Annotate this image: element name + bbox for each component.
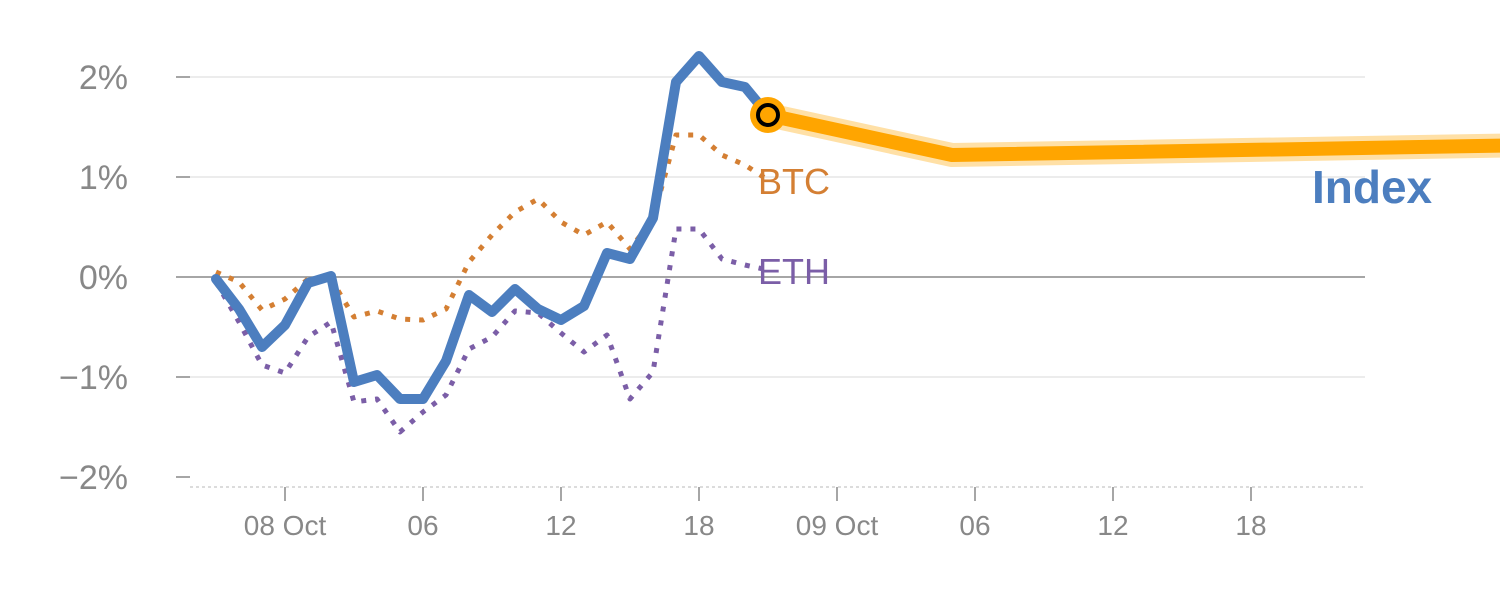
x-tick-label: 08 Oct [244, 510, 327, 541]
series-layer [211, 51, 1500, 435]
index-series-line [211, 51, 773, 404]
eth-series-label: ETH [758, 251, 830, 292]
y-tick-label: 2% [79, 59, 128, 97]
eth-series-line [213, 226, 769, 435]
y-tick-label: 1% [79, 159, 128, 197]
y-tick-label: −1% [59, 359, 128, 397]
btc-series-line [215, 132, 770, 323]
forecast-series-line [766, 108, 1500, 162]
x-tick-label: 06 [407, 510, 438, 541]
x-tick-label: 18 [1235, 510, 1266, 541]
current-point-ring [756, 103, 780, 127]
x-tick-label: 12 [1097, 510, 1128, 541]
y-axis: 2% 1% 0% −1% −2% [59, 59, 190, 497]
x-tick-label: 18 [683, 510, 714, 541]
btc-series-label: BTC [758, 161, 830, 202]
x-tick-label: 12 [545, 510, 576, 541]
y-tick-label: 0% [79, 259, 128, 297]
x-tick-label: 09 Oct [796, 510, 879, 541]
x-axis: 08 Oct 06 12 18 09 Oct 06 12 18 [244, 487, 1267, 541]
current-point-marker [750, 97, 786, 133]
marker-layer [750, 97, 786, 133]
index-series-label: Index [1312, 161, 1433, 213]
x-tick-label: 06 [959, 510, 990, 541]
y-tick-label: −2% [59, 459, 128, 497]
